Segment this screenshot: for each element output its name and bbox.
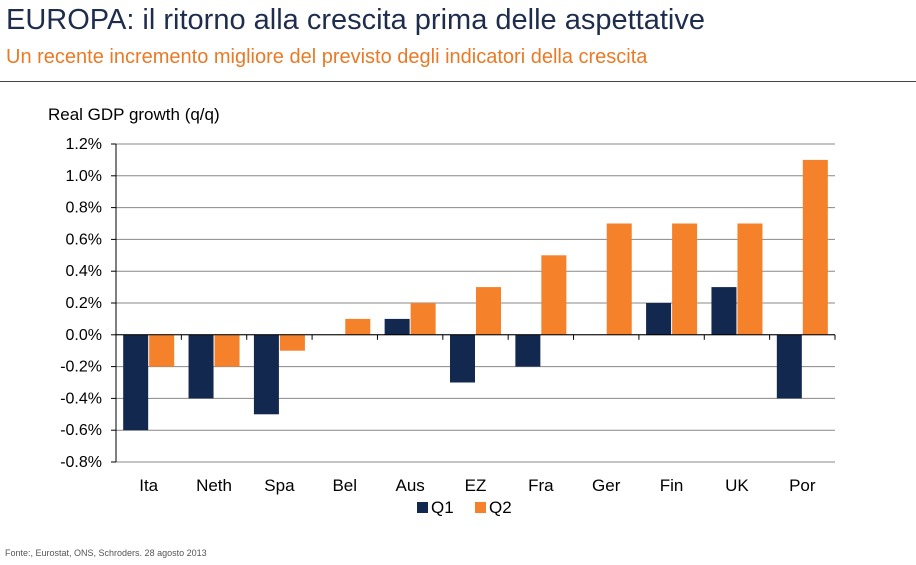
y-tick-label: 0.0%: [66, 327, 102, 344]
y-tick-label: -0.6%: [60, 422, 102, 439]
x-tick-label: Fin: [660, 476, 684, 495]
legend-label-q1: Q1: [431, 498, 454, 517]
y-tick-label: -0.4%: [60, 390, 102, 407]
x-tick-label: Por: [789, 476, 816, 495]
x-tick-label: Aus: [395, 476, 424, 495]
page-title: EUROPA: il ritorno alla crescita prima d…: [6, 4, 705, 36]
legend-swatch-q1: [417, 502, 428, 513]
x-tick-label: UK: [725, 476, 749, 495]
y-tick-label: 0.4%: [66, 263, 102, 280]
bar-q2-ita: [149, 334, 175, 367]
x-tick-label: Fra: [528, 476, 554, 495]
x-tick-label: Ita: [139, 476, 158, 495]
bar-q2-ez: [476, 287, 501, 335]
y-tick-label: -0.8%: [60, 454, 102, 471]
legend-swatch-q2: [475, 502, 486, 513]
bar-q1-por: [776, 334, 802, 399]
bar-q1-ez: [450, 334, 475, 383]
x-tick-label: EZ: [465, 476, 487, 495]
bar-q2-spa: [279, 334, 305, 351]
chart-title: Real GDP growth (q/q): [48, 105, 220, 124]
bar-q2-fra: [541, 255, 567, 335]
y-tick-label: 0.6%: [66, 231, 102, 248]
bar-q2-neth: [214, 334, 240, 367]
y-tick-label: 0.2%: [66, 295, 102, 312]
gdp-chart: 1.2% 1.0% 0.8% 0.6% 0.4% 0.2% 0.0% -0.2% -0.4% -0…: [0, 95, 916, 535]
y-tick-label: -0.2%: [60, 359, 102, 376]
bar-q1-uk: [711, 287, 737, 335]
x-tick-label: Ger: [592, 476, 621, 495]
bar-q2-por: [802, 159, 828, 335]
x-tick-label: Bel: [332, 476, 357, 495]
bar-q1-fin: [646, 303, 672, 335]
source-note: Fonte:, Eurostat, ONS, Schroders. 28 ago…: [5, 548, 207, 558]
bar-q2-bel: [345, 318, 371, 335]
bar-q2-fin: [672, 223, 698, 335]
bar-q2-uk: [737, 223, 763, 335]
bar-q2-aus: [410, 303, 436, 335]
bar-q2-ger: [606, 223, 632, 335]
y-tick-label: 0.8%: [66, 200, 102, 217]
chart-canvas: 1.2% 1.0% 0.8% 0.6% 0.4% 0.2% 0.0% -0.2% -0.4% -0…: [60, 136, 836, 517]
y-tick-label: 1.2%: [66, 136, 102, 153]
bar-q1-spa: [253, 334, 279, 415]
y-tick-label: 1.0%: [66, 168, 102, 185]
legend-label-q2: Q2: [489, 498, 512, 517]
x-tick-label: Spa: [264, 476, 295, 495]
bar-q1-ita: [123, 334, 149, 431]
x-tick-label: Neth: [196, 476, 232, 495]
bar-q1-fra: [515, 334, 541, 367]
title-divider: [0, 81, 916, 82]
bar-q1-neth: [188, 334, 214, 399]
page-subtitle: Un recente incremento migliore del previ…: [6, 46, 648, 68]
bar-q1-aus: [384, 318, 410, 335]
